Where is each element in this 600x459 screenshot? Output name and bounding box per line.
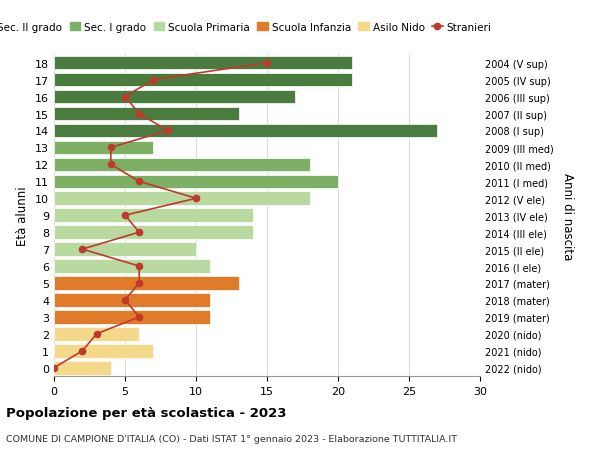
Legend: Sec. II grado, Sec. I grado, Scuola Primaria, Scuola Infanzia, Asilo Nido, Stran: Sec. II grado, Sec. I grado, Scuola Prim… bbox=[0, 18, 496, 37]
Bar bbox=[54, 361, 111, 375]
Y-axis label: Anni di nascita: Anni di nascita bbox=[560, 172, 574, 259]
Bar bbox=[54, 310, 210, 324]
Y-axis label: Età alunni: Età alunni bbox=[16, 186, 29, 246]
Bar bbox=[54, 57, 352, 70]
Bar bbox=[54, 124, 437, 138]
Bar bbox=[54, 277, 239, 290]
Bar bbox=[54, 293, 210, 307]
Bar bbox=[54, 192, 310, 206]
Text: Popolazione per età scolastica - 2023: Popolazione per età scolastica - 2023 bbox=[6, 406, 287, 419]
Bar bbox=[54, 175, 338, 189]
Bar bbox=[54, 226, 253, 240]
Bar bbox=[54, 90, 295, 104]
Text: COMUNE DI CAMPIONE D'ITALIA (CO) - Dati ISTAT 1° gennaio 2023 - Elaborazione TUT: COMUNE DI CAMPIONE D'ITALIA (CO) - Dati … bbox=[6, 434, 457, 443]
Bar bbox=[54, 327, 139, 341]
Bar bbox=[54, 260, 210, 273]
Bar bbox=[54, 141, 154, 155]
Bar bbox=[54, 243, 196, 256]
Bar bbox=[54, 74, 352, 87]
Bar bbox=[54, 209, 253, 223]
Bar bbox=[54, 158, 310, 172]
Bar bbox=[54, 344, 154, 358]
Bar bbox=[54, 107, 239, 121]
